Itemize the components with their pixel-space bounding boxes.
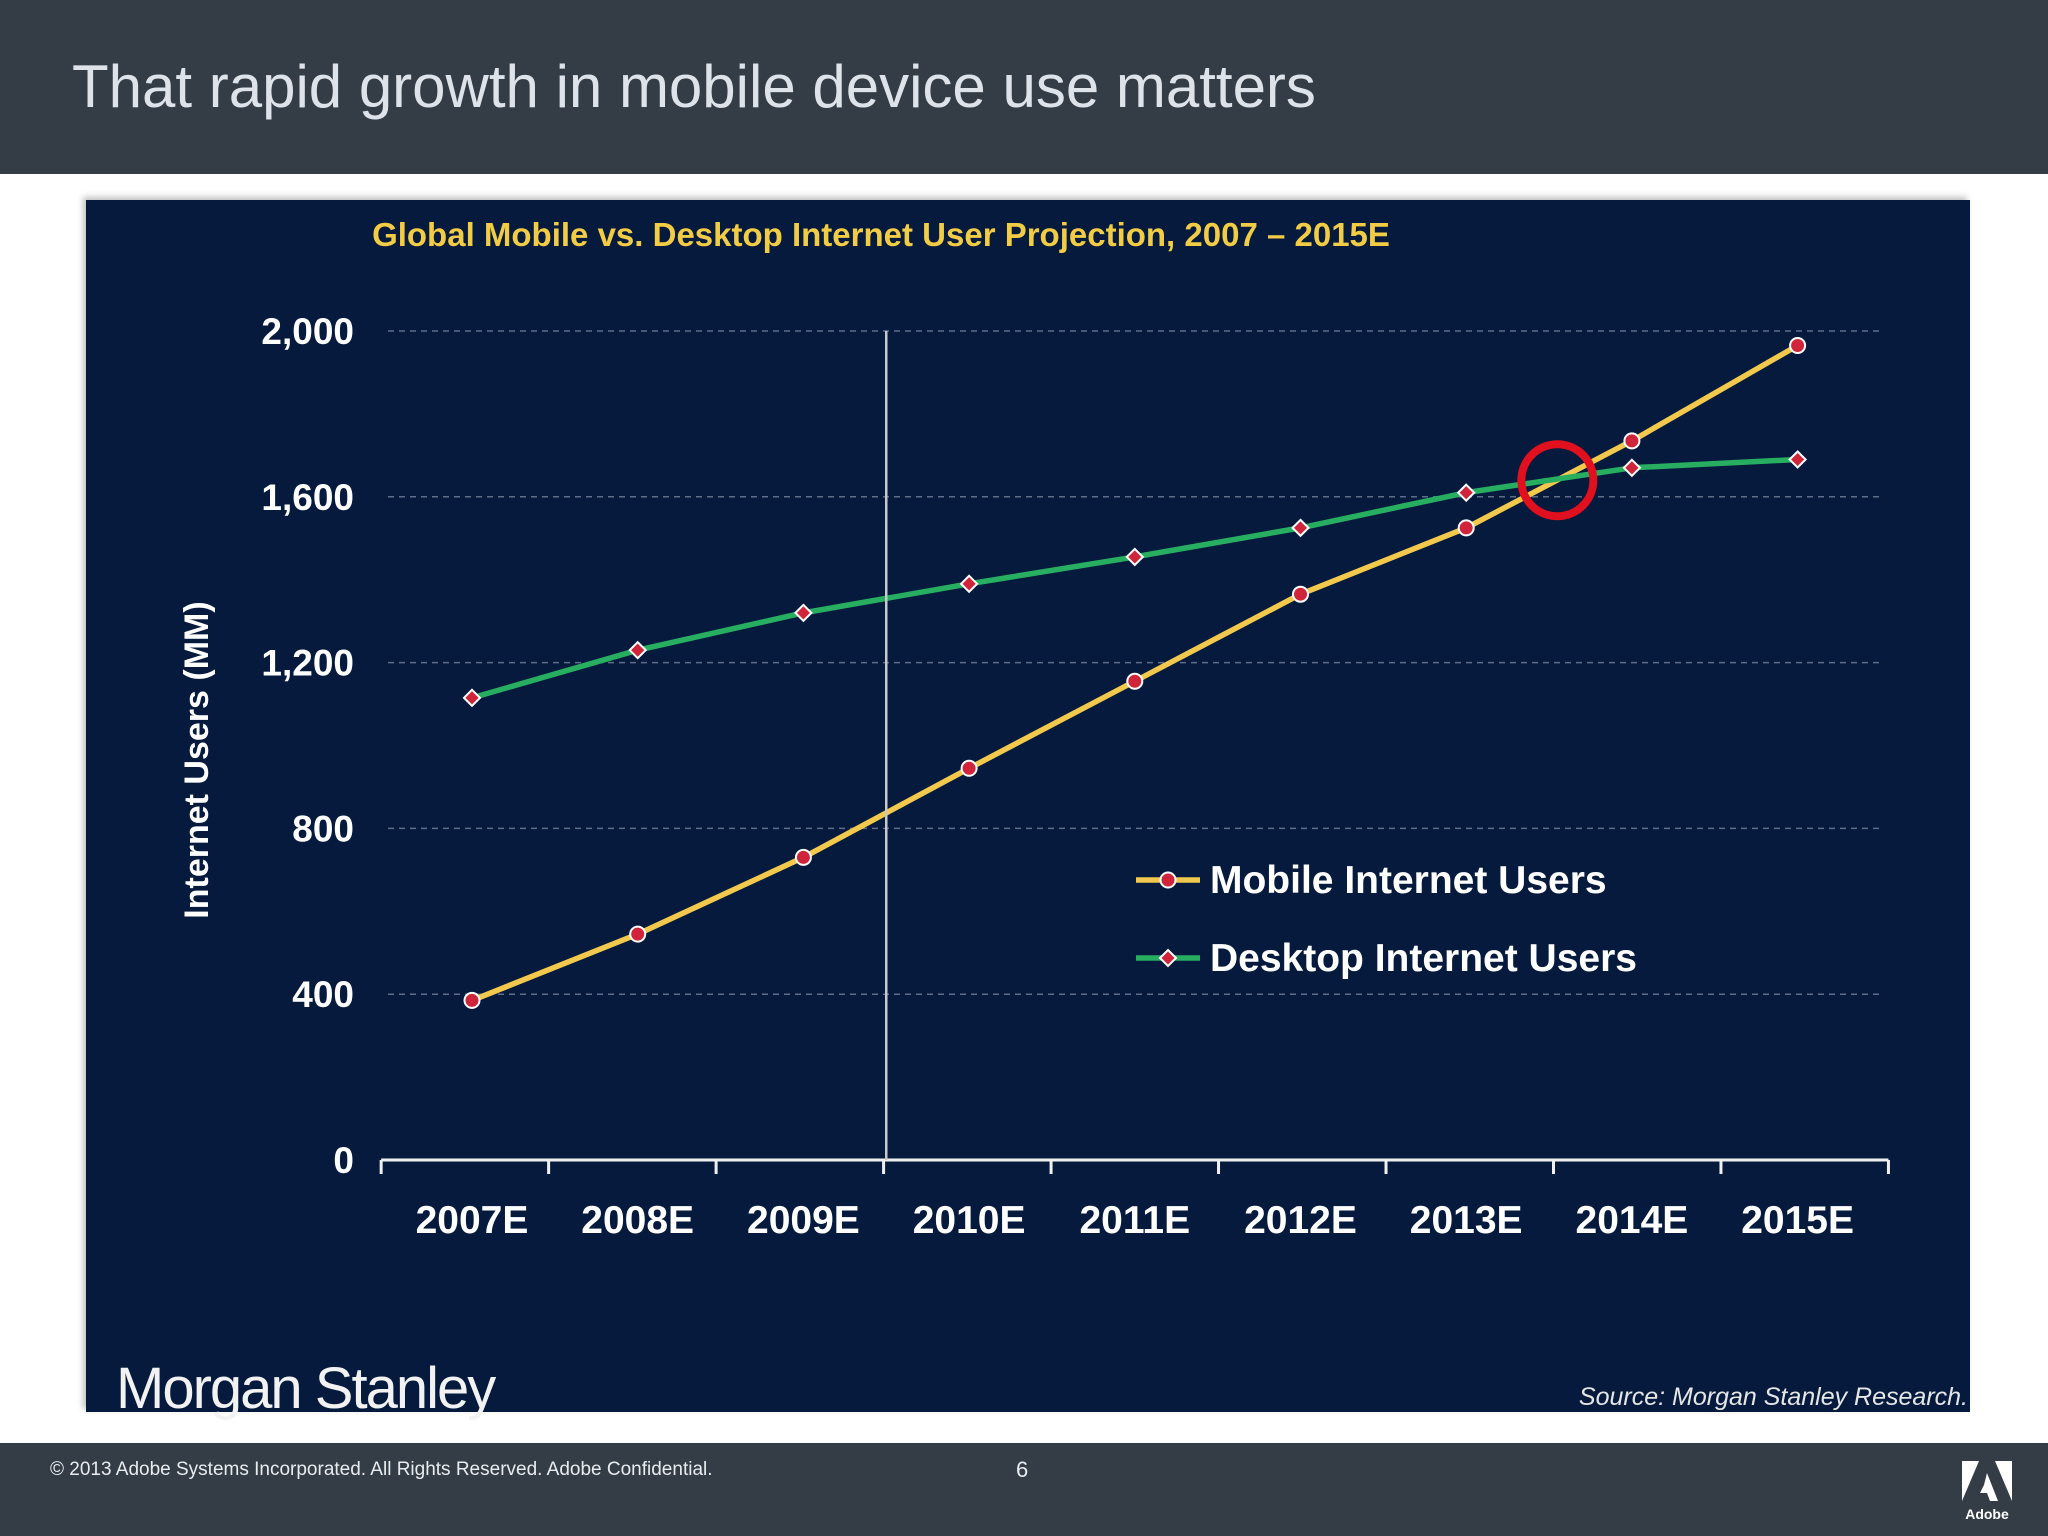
- y-tick-label: 800: [292, 808, 354, 849]
- x-tick-label: 2009E: [747, 1199, 860, 1242]
- data-point-desktop: [462, 688, 482, 708]
- x-tick-label: 2011E: [1079, 1199, 1190, 1242]
- y-tick-label: 1,200: [261, 643, 354, 684]
- grid-lines: [388, 330, 1884, 995]
- page-number: 6: [1016, 1457, 1029, 1482]
- data-series: [462, 337, 1808, 1009]
- data-point-desktop: [1291, 518, 1310, 538]
- x-tick-labels: 2007E 2008E 2009E 2010E 2011E 2012E 2013E 2014E…: [416, 1199, 1854, 1242]
- adobe-logo-text: Adobe: [1965, 1506, 2009, 1522]
- data-point-desktop: [1622, 458, 1642, 478]
- y-tick-label: 0: [333, 1140, 354, 1181]
- legend-marker: [1159, 871, 1177, 889]
- chart-panel: Global Mobile vs. Desktop Internet User …: [86, 200, 1970, 1412]
- legend-label: Mobile Internet Users: [1210, 859, 1607, 902]
- copyright-text: © 2013 Adobe Systems Incorporated. All R…: [50, 1459, 713, 1480]
- data-point-mobile: [629, 925, 647, 943]
- line-chart: Global Mobile vs. Desktop Internet User …: [178, 216, 1890, 1242]
- x-tick-label: 2008E: [581, 1199, 694, 1242]
- source-note: Source: Morgan Stanley Research.: [1578, 1383, 1968, 1411]
- chart-legend: Mobile Internet Users Desktop Internet Us…: [1136, 859, 1637, 980]
- x-tick-label: 2007E: [416, 1199, 529, 1242]
- data-point-mobile: [1457, 519, 1475, 537]
- slide-header: That rapid growth in mobile device use m…: [0, 0, 2048, 174]
- y-tick-label: 400: [292, 974, 354, 1015]
- y-tick-labels: 0 400 800 1,200 1,600 2,000: [261, 311, 354, 1181]
- x-tick-label: 2015E: [1741, 1199, 1854, 1242]
- chart-title: Global Mobile vs. Desktop Internet User …: [372, 216, 1390, 253]
- morgan-stanley-logo: Morgan Stanley: [116, 1356, 496, 1421]
- y-axis-label: Internet Users (MM): [178, 601, 216, 918]
- x-axis: [379, 1158, 1890, 1174]
- crossover-highlight-circle: [1517, 440, 1598, 521]
- legend-label: Desktop Internet Users: [1210, 937, 1637, 980]
- y-tick-label: 2,000: [261, 311, 354, 352]
- data-point-desktop: [959, 574, 979, 594]
- data-point-mobile: [960, 759, 978, 777]
- slide-title: That rapid growth in mobile device use m…: [72, 53, 1316, 120]
- data-point-desktop: [1456, 483, 1476, 503]
- data-point-mobile: [1126, 672, 1144, 690]
- adobe-logo-icon: Adobe: [1962, 1461, 2012, 1522]
- data-point-mobile: [1789, 337, 1807, 355]
- y-tick-label: 1,600: [261, 477, 354, 518]
- data-point-mobile: [463, 991, 481, 1009]
- x-tick-label: 2014E: [1576, 1199, 1689, 1242]
- data-point-mobile: [1623, 432, 1641, 450]
- legend-marker: [1158, 948, 1178, 968]
- data-point-desktop: [1788, 450, 1808, 469]
- x-tick-label: 2010E: [913, 1199, 1026, 1242]
- data-point-desktop: [628, 640, 648, 660]
- x-tick-label: 2013E: [1410, 1199, 1523, 1242]
- x-tick-label: 2012E: [1244, 1199, 1357, 1242]
- data-point-desktop: [793, 603, 813, 623]
- data-point-desktop: [1125, 547, 1145, 567]
- annotations: [885, 331, 1598, 1160]
- data-point-mobile: [794, 848, 812, 866]
- slide-footer: © 2013 Adobe Systems Incorporated. All R…: [0, 1443, 2048, 1536]
- data-point-mobile: [1292, 585, 1309, 603]
